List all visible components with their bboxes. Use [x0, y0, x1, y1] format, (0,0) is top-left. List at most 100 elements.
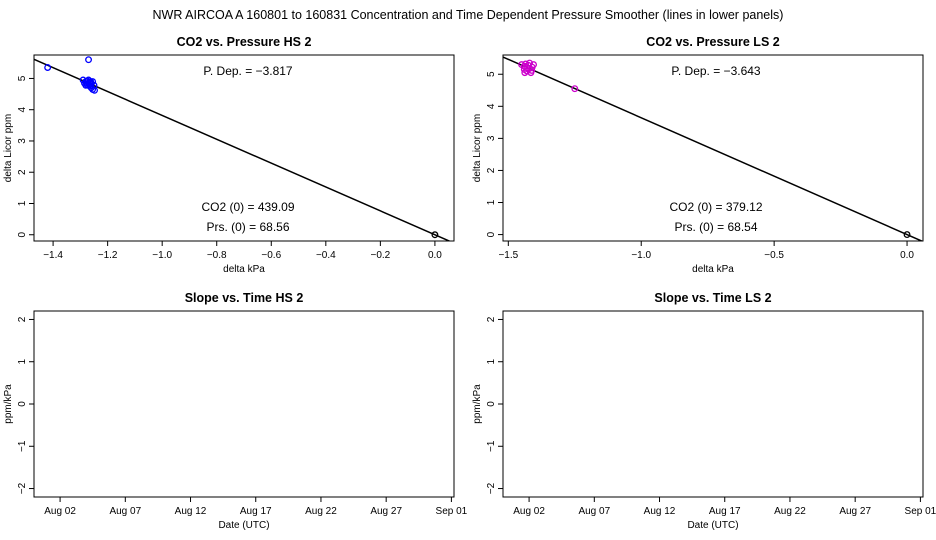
x-tick-label: 0.0: [428, 250, 442, 261]
co2-intercept-annotation: CO2 (0) = 379.12: [669, 200, 762, 214]
x-tick-label: Aug 27: [839, 506, 871, 517]
hs-scatter-points: [44, 56, 439, 239]
y-tick-label: 4: [486, 103, 497, 109]
x-tick-label: Sep 01: [436, 506, 468, 517]
x-tick-label: Aug 27: [370, 506, 402, 517]
y-tick-label: 1: [17, 359, 28, 365]
hs-scatter-y-label: delta Licor ppm: [3, 114, 14, 182]
data-point: [44, 64, 52, 71]
y-tick-label: 5: [17, 75, 28, 81]
figure-title: NWR AIRCOA A 160801 to 160831 Concentrat…: [153, 8, 784, 22]
data-point: [87, 78, 95, 86]
x-tick-label: −1.0: [631, 250, 651, 261]
data-point: [82, 81, 90, 89]
ls-scatter-fit-line: [503, 56, 923, 241]
hs-scatter-title: CO2 vs. Pressure HS 2: [177, 35, 312, 49]
hs-slope-y-axis: −2 −1 0 1 2: [17, 316, 34, 494]
y-tick-label: 4: [17, 106, 28, 112]
hs-slope-plot-frame: [33, 310, 455, 498]
hs-slope-x-axis: Aug 02 Aug 07 Aug 12 Aug 17 Aug 22 Aug 27 Sep …: [44, 497, 468, 517]
data-point: [91, 86, 98, 94]
ls-slope-x-axis: Aug 02 Aug 07 Aug 12 Aug 17 Aug 22 Aug 27 Sep …: [513, 497, 936, 517]
origin-point: [903, 231, 911, 239]
x-tick-label: −0.8: [207, 250, 227, 261]
ls-scatter-plot-frame: [502, 54, 924, 242]
x-tick-label: −0.6: [261, 250, 281, 261]
y-tick-label: 1: [486, 359, 497, 365]
ls-scatter-y-label: delta Licor ppm: [472, 114, 483, 182]
hs-scatter-x-axis: −1.4 −1.2 −1.0 −0.8 −0.6 −0.4 −0.2 0.0: [43, 241, 442, 261]
hs-scatter-x-label: delta kPa: [223, 264, 265, 275]
y-tick-label: 3: [17, 138, 28, 144]
x-tick-label: Aug 07: [578, 506, 610, 517]
x-tick-label: −1.4: [43, 250, 63, 261]
pressure-intercept-annotation: Prs. (0) = 68.54: [674, 220, 757, 234]
y-tick-label: 0: [486, 401, 497, 407]
pressure-dependence-annotation: P. Dep. = −3.817: [203, 64, 293, 78]
ls-slope-y-label: ppm/kPa: [472, 384, 483, 424]
ls-slope-x-label: Date (UTC): [687, 520, 738, 531]
data-point: [521, 69, 529, 77]
ls-scatter-points: [518, 59, 911, 239]
y-tick-label: −2: [17, 482, 28, 494]
x-tick-label: −1.5: [498, 250, 518, 261]
ls-scatter-panel: CO2 vs. Pressure LS 2 −1.5 −1.0 −0.5 0.0 delt…: [472, 35, 924, 275]
x-tick-label: Aug 17: [240, 506, 272, 517]
x-tick-label: Aug 12: [175, 506, 207, 517]
y-tick-label: 1: [486, 199, 497, 205]
pressure-intercept-annotation: Prs. (0) = 68.56: [206, 220, 289, 234]
x-tick-label: Sep 01: [905, 506, 936, 517]
hs-slope-y-label: ppm/kPa: [3, 384, 14, 424]
x-tick-label: −0.5: [764, 250, 784, 261]
x-tick-label: −1.0: [152, 250, 172, 261]
hs-scatter-fit-line: [34, 58, 452, 241]
y-tick-label: 2: [17, 316, 28, 322]
x-tick-label: −0.2: [370, 250, 390, 261]
y-tick-label: 0: [486, 231, 497, 237]
y-tick-label: 5: [486, 71, 497, 77]
ls-slope-title: Slope vs. Time LS 2: [654, 291, 771, 305]
data-point: [530, 61, 538, 69]
ls-scatter-x-label: delta kPa: [692, 264, 734, 275]
x-tick-label: 0.0: [900, 250, 914, 261]
x-tick-label: Aug 12: [644, 506, 676, 517]
pressure-dependence-annotation: P. Dep. = −3.643: [671, 64, 761, 78]
ls-scatter-y-axis: 0 1 2 3 4 5: [486, 71, 503, 237]
x-tick-label: Aug 22: [774, 506, 806, 517]
hs-scatter-plot-frame: [33, 54, 455, 242]
x-tick-label: −1.2: [98, 250, 118, 261]
y-tick-label: 2: [17, 169, 28, 175]
plots-layer: CO2 vs. Pressure HS 2 −1.4 −1.2 −1.0 −0.8 −0.…: [3, 35, 936, 531]
x-tick-label: Aug 02: [44, 506, 76, 517]
y-tick-label: 0: [17, 401, 28, 407]
origin-point: [431, 231, 439, 239]
y-tick-label: 1: [17, 200, 28, 206]
x-tick-label: Aug 17: [709, 506, 741, 517]
y-tick-label: 2: [486, 167, 497, 173]
x-tick-label: −0.4: [316, 250, 336, 261]
hs-slope-x-label: Date (UTC): [218, 520, 269, 531]
x-tick-label: Aug 07: [109, 506, 141, 517]
y-tick-label: −1: [486, 440, 497, 452]
x-tick-label: Aug 22: [305, 506, 337, 517]
ls-scatter-title: CO2 vs. Pressure LS 2: [646, 35, 779, 49]
co2-intercept-annotation: CO2 (0) = 439.09: [201, 200, 294, 214]
x-tick-label: Aug 02: [513, 506, 545, 517]
data-point: [571, 85, 579, 93]
y-tick-label: −1: [17, 440, 28, 452]
ls-slope-plot-frame: [502, 310, 924, 498]
data-point: [85, 56, 92, 64]
y-tick-label: 0: [17, 232, 28, 238]
hs-slope-title: Slope vs. Time HS 2: [185, 291, 304, 305]
data-point: [526, 59, 534, 67]
y-tick-label: −2: [486, 482, 497, 494]
hs-scatter-y-axis: 0 1 2 3 4 5: [17, 75, 34, 238]
hs-scatter-panel: CO2 vs. Pressure HS 2 −1.4 −1.2 −1.0 −0.8 −0.…: [3, 35, 455, 275]
data-point: [528, 66, 536, 74]
ls-slope-y-axis: −2 −1 0 1 2: [486, 316, 503, 494]
ls-scatter-x-axis: −1.5 −1.0 −0.5 0.0: [498, 241, 914, 261]
data-point: [83, 77, 91, 85]
